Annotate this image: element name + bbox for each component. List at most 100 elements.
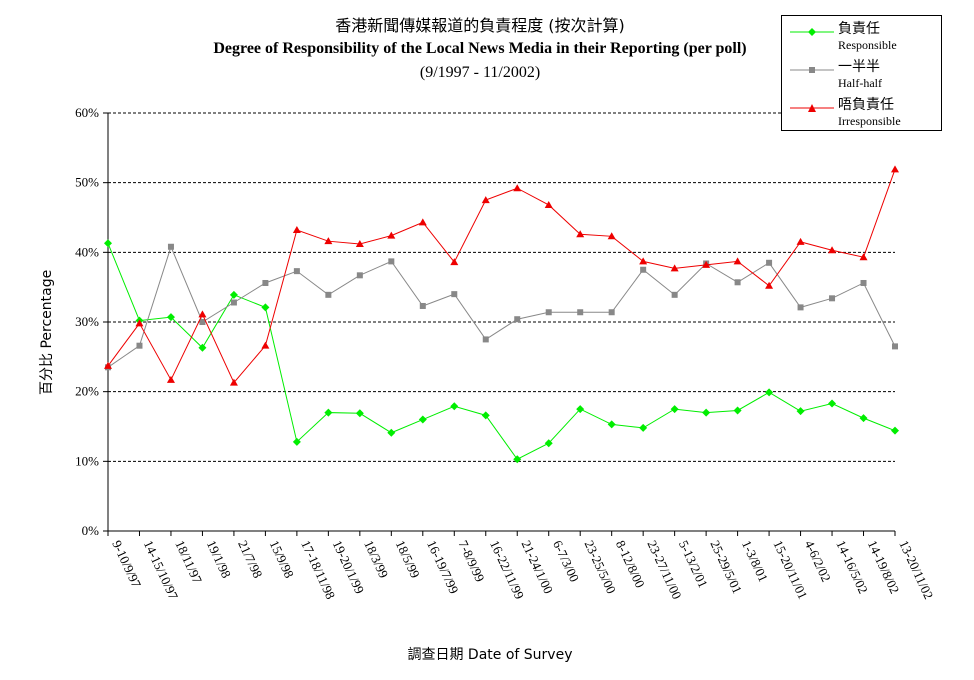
tick-labels: 0%10%20%30%40%50%60%9-10/9/9714-15/10/97… bbox=[75, 105, 936, 602]
data-point bbox=[104, 361, 112, 369]
legend-item-responsible: 負責任 Responsible bbox=[782, 18, 942, 54]
data-point bbox=[828, 399, 837, 408]
data-point bbox=[671, 291, 678, 298]
data-point bbox=[388, 258, 395, 265]
x-tick-label: 6-7/3/00 bbox=[550, 538, 582, 584]
data-point bbox=[167, 243, 174, 250]
data-point bbox=[640, 266, 647, 273]
series-line bbox=[107, 243, 896, 460]
legend: 負責任 Responsible 一半半 Half-half 唔負責任 Irres… bbox=[781, 15, 942, 131]
legend-label-zh: 一半半 bbox=[838, 59, 880, 75]
data-point bbox=[544, 439, 553, 448]
data-point bbox=[481, 196, 490, 204]
data-point bbox=[765, 281, 774, 289]
x-tick-label: 9-10/9/97 bbox=[109, 538, 144, 591]
data-point bbox=[733, 257, 742, 265]
legend-label-zh: 負責任 bbox=[838, 21, 880, 37]
data-point bbox=[199, 319, 206, 325]
data-point bbox=[860, 279, 867, 286]
series-lines bbox=[104, 165, 899, 464]
series-irresponsible bbox=[104, 165, 899, 386]
x-tick-label: 16-19/7/99 bbox=[424, 538, 462, 596]
data-point bbox=[356, 272, 363, 279]
data-point bbox=[325, 291, 332, 298]
y-tick-label: 10% bbox=[75, 453, 99, 468]
x-tick-label: 14-16/5/02 bbox=[833, 538, 871, 596]
legend-label-en: Responsible bbox=[838, 38, 897, 52]
data-point bbox=[702, 408, 711, 417]
data-point bbox=[451, 291, 458, 298]
x-tick-label: 1-3/8/01 bbox=[739, 538, 771, 584]
data-point bbox=[166, 313, 175, 322]
legend-label-en: Irresponsible bbox=[838, 114, 901, 128]
data-point bbox=[136, 342, 143, 349]
data-point bbox=[482, 336, 489, 343]
legend-swatch-responsible bbox=[790, 28, 834, 36]
data-point bbox=[324, 237, 333, 245]
legend-item-irresponsible: 唔負責任 Irresponsible bbox=[782, 94, 942, 130]
x-tick-label: 5-13/2/01 bbox=[676, 538, 711, 590]
data-point bbox=[576, 230, 585, 238]
data-point bbox=[892, 343, 898, 350]
y-tick-label: 0% bbox=[82, 523, 100, 538]
data-point bbox=[545, 309, 552, 316]
x-tick-label: 15/9/98 bbox=[267, 538, 297, 580]
data-point bbox=[198, 343, 207, 352]
data-point bbox=[135, 319, 144, 327]
data-point bbox=[859, 253, 868, 261]
gridlines bbox=[108, 112, 895, 462]
y-tick-label: 30% bbox=[75, 314, 99, 329]
data-point bbox=[607, 420, 616, 429]
data-point bbox=[796, 237, 805, 245]
data-point bbox=[419, 302, 426, 309]
data-point bbox=[733, 406, 742, 415]
y-tick-label: 60% bbox=[75, 105, 99, 120]
data-point bbox=[166, 375, 175, 383]
data-point bbox=[324, 408, 333, 417]
series-half-half bbox=[105, 243, 898, 371]
legend-swatch-irresponsible bbox=[790, 104, 834, 112]
data-point bbox=[293, 268, 300, 275]
series-responsible bbox=[104, 239, 899, 464]
data-point bbox=[261, 341, 270, 349]
data-point bbox=[796, 407, 805, 416]
x-tick-label: 4-6/2/02 bbox=[802, 538, 834, 584]
data-point bbox=[702, 260, 711, 268]
legend-label-zh: 唔負責任 bbox=[838, 97, 894, 113]
data-point bbox=[387, 428, 396, 437]
data-point bbox=[670, 405, 679, 414]
x-tick-label: 23-25/5/00 bbox=[581, 538, 619, 596]
data-point bbox=[607, 232, 616, 240]
data-point bbox=[891, 165, 899, 173]
data-point bbox=[577, 309, 584, 316]
data-point bbox=[230, 299, 237, 306]
x-tick-label: 7-8/9/99 bbox=[456, 538, 488, 584]
y-axis-label: 百分比 Percentage bbox=[39, 269, 55, 395]
data-point bbox=[891, 426, 899, 435]
series-line bbox=[107, 245, 896, 368]
data-point bbox=[608, 309, 615, 316]
data-point bbox=[262, 279, 269, 286]
data-point bbox=[670, 264, 679, 272]
legend-item-half-half: 一半半 Half-half bbox=[782, 56, 942, 92]
data-point bbox=[765, 388, 774, 397]
data-point bbox=[481, 411, 490, 420]
data-point bbox=[639, 257, 648, 265]
data-point bbox=[544, 200, 553, 208]
data-point bbox=[261, 303, 270, 312]
legend-swatch-half-half bbox=[790, 67, 834, 73]
x-tick-label: 18/3/99 bbox=[361, 538, 391, 580]
data-point bbox=[513, 455, 522, 464]
data-point bbox=[229, 378, 238, 386]
x-tick-label: 25-29/5/01 bbox=[707, 538, 745, 596]
data-point bbox=[766, 259, 773, 266]
axes bbox=[103, 112, 896, 536]
data-point bbox=[355, 409, 364, 418]
data-point bbox=[513, 184, 522, 192]
data-point bbox=[355, 239, 364, 247]
data-point bbox=[387, 231, 396, 239]
data-point bbox=[104, 239, 112, 248]
data-point bbox=[292, 226, 301, 234]
data-point bbox=[450, 258, 459, 266]
